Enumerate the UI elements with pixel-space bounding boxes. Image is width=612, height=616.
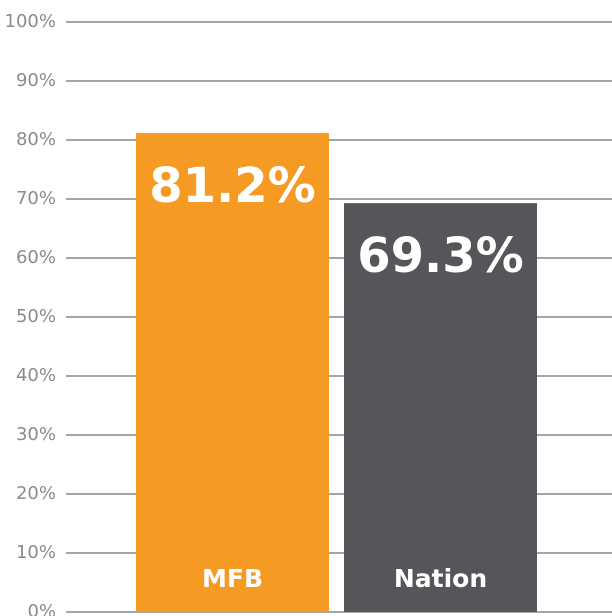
category-label: Nation <box>394 564 487 593</box>
y-tick-label: 20% <box>16 483 56 504</box>
category-label: MFB <box>202 564 263 593</box>
y-tick-label: 40% <box>16 365 56 386</box>
y-tick-label: 90% <box>16 70 56 91</box>
y-tick-label: 80% <box>16 129 56 150</box>
y-tick-label: 50% <box>16 306 56 327</box>
y-tick-label: 0% <box>27 601 56 616</box>
y-tick-label: 100% <box>5 11 56 32</box>
value-label: 81.2% <box>149 158 316 214</box>
y-tick-label: 70% <box>16 188 56 209</box>
y-tick-label: 30% <box>16 424 56 445</box>
y-tick-label: 10% <box>16 542 56 563</box>
bar <box>344 203 537 612</box>
bar <box>136 132 329 613</box>
value-label: 69.3% <box>357 228 524 284</box>
y-tick-label: 60% <box>16 247 56 268</box>
